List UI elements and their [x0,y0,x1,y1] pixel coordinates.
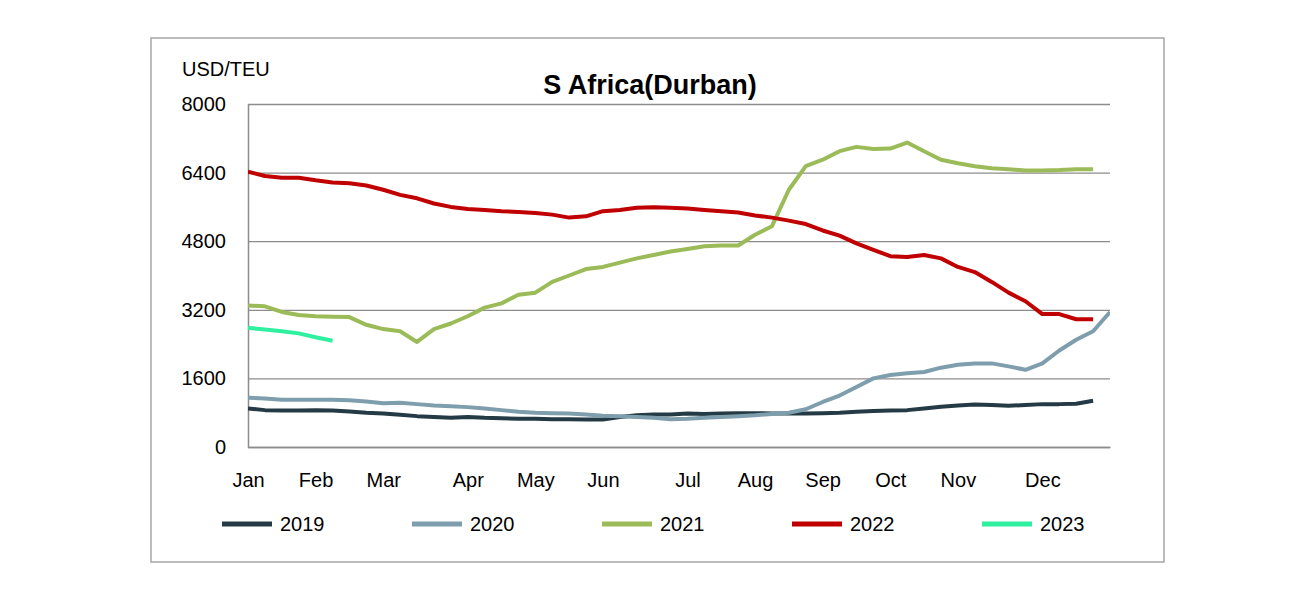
grid-line [248,447,1110,448]
series-line [248,143,1093,342]
grid-line [248,378,1110,379]
legend-label: 2021 [660,513,705,535]
grid-line [248,173,1110,174]
legend-label: 2020 [470,513,515,535]
y-tick: 4800 [182,230,1111,252]
x-tick-label: Jan [232,469,264,491]
chart-title: S Africa(Durban) [543,70,757,100]
x-tick-label: Oct [875,469,907,491]
x-tick-label: Aug [738,469,774,491]
y-tick-label: 6400 [182,162,227,184]
x-tick-label: Mar [366,469,401,491]
y-tick: 1600 [182,367,1111,389]
x-tick: Oct [875,469,907,491]
y-tick-label: 4800 [182,230,227,252]
series-line [248,172,1093,319]
y-tick: 0 [215,436,1110,458]
x-tick: May [517,469,555,491]
legend: 2019 2020 2021 2022 2023 [222,513,1085,535]
series-line [248,328,333,341]
x-axis-line [249,447,1111,449]
x-tick-label: Dec [1025,469,1061,491]
grid-line [248,310,1110,311]
legend-item: 2020 [412,513,515,535]
legend-swatch [982,522,1032,527]
chart: 016003200480064008000JanFebMarAprMayJunJ… [0,0,1312,600]
x-tick-label: Jul [675,469,701,491]
legend-swatch [412,522,462,527]
x-tick: Aug [738,469,774,491]
x-tick: Jul [675,469,701,491]
x-tick: Mar [366,469,401,491]
x-axis: Jan Feb Mar Apr May Jun Jul Aug Sep Oct Nov Dec [232,448,1110,492]
grid-line [248,241,1110,242]
y-tick-label: 3200 [182,299,227,321]
grid-line [248,104,1110,105]
legend-label: 2022 [850,513,895,535]
legend-swatch [222,522,272,527]
x-tick: Jan [232,469,264,491]
legend-item: 2019 [222,513,325,535]
legend-label: 2019 [280,513,325,535]
x-tick-label: May [517,469,555,491]
y-axis: 0 1600 3200 4800 6400 8000 [182,93,1111,458]
x-tick: Dec [1025,469,1061,491]
x-tick-label: Nov [941,469,977,491]
legend-item: 2021 [602,513,705,535]
legend-item: 2022 [792,513,895,535]
y-axis-title: USD/TEU [182,58,270,80]
x-tick-label: Feb [299,469,333,491]
chart-frame [151,38,1164,562]
legend-label: 2023 [1040,513,1085,535]
plot-lines [248,143,1110,420]
y-tick-label: 0 [215,436,226,458]
x-tick: Jun [587,469,619,491]
x-tick: Apr [453,469,484,491]
legend-swatch [602,522,652,527]
x-tick-label: Sep [805,469,841,491]
x-tick: Feb [299,469,333,491]
y-tick-label: 8000 [182,93,227,115]
x-tick-label: Apr [453,469,484,491]
y-axis-line [249,105,1111,448]
x-tick: Sep [805,469,841,491]
x-tick-label: Jun [587,469,619,491]
y-tick-label: 1600 [182,367,227,389]
x-tick: Nov [941,469,977,491]
legend-swatch [792,522,842,527]
legend-item: 2023 [982,513,1085,535]
